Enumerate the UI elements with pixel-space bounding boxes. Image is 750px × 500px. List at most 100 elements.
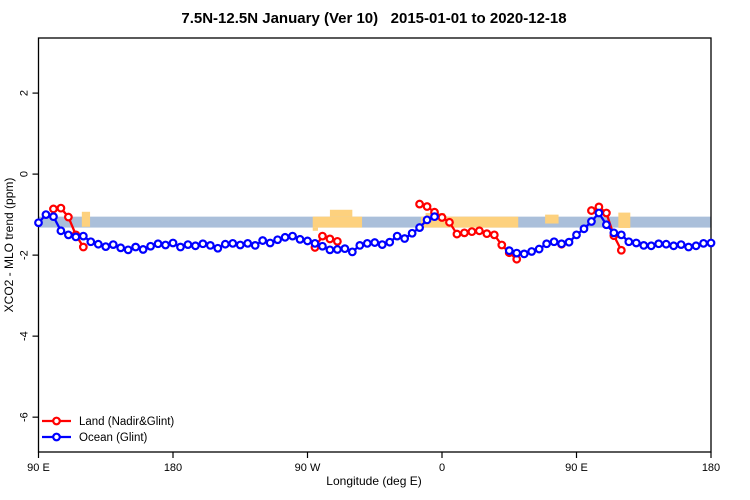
data-point bbox=[93, 239, 103, 249]
data-point bbox=[579, 224, 589, 234]
data-point bbox=[684, 242, 693, 252]
data-point bbox=[220, 239, 230, 249]
data-point bbox=[587, 206, 596, 215]
data-point bbox=[243, 238, 253, 248]
data-point bbox=[474, 226, 484, 236]
map-band-land-segment bbox=[329, 209, 353, 217]
data-point bbox=[235, 240, 245, 250]
data-point bbox=[504, 246, 514, 256]
data-point bbox=[273, 235, 283, 245]
data-point bbox=[362, 238, 372, 248]
data-point bbox=[534, 244, 544, 254]
data-point bbox=[138, 245, 148, 254]
data-point bbox=[616, 245, 626, 255]
legend-item-label: Land (Nadir&Glint) bbox=[79, 416, 174, 428]
data-point bbox=[377, 240, 387, 249]
data-point bbox=[205, 241, 215, 250]
y-axis: 2 0 -2 -4 -6 bbox=[19, 90, 39, 422]
data-point bbox=[616, 230, 626, 240]
data-point bbox=[325, 234, 335, 244]
data-point bbox=[422, 215, 432, 225]
plot-area: 90 E 180 90 W 0 90 E 180 2 0 -2 -4 -6 bbox=[19, 37, 720, 474]
legend-item: Ocean (Glint) bbox=[42, 432, 148, 444]
data-point bbox=[422, 202, 432, 211]
data-point bbox=[41, 210, 51, 220]
x-tick-label: 180 bbox=[164, 462, 182, 474]
y-tick-label: -4 bbox=[19, 331, 31, 341]
map-band-land-segment bbox=[312, 216, 363, 228]
legend-circle-icon bbox=[52, 416, 61, 426]
data-point bbox=[601, 208, 611, 218]
data-point bbox=[332, 245, 342, 254]
data-point bbox=[131, 242, 141, 252]
map-band-land-segment bbox=[545, 214, 559, 224]
y-axis-title: XCO2 - MLO trend (ppm) bbox=[2, 178, 16, 313]
data-point bbox=[168, 238, 178, 248]
data-point bbox=[549, 237, 559, 247]
data-point bbox=[183, 240, 193, 249]
y-tick-label: -2 bbox=[19, 250, 31, 260]
data-point bbox=[370, 238, 380, 247]
data-point bbox=[646, 241, 656, 251]
data-point bbox=[347, 247, 357, 257]
data-point bbox=[49, 212, 58, 222]
data-point bbox=[706, 238, 716, 248]
data-point bbox=[265, 238, 275, 248]
data-point bbox=[661, 239, 671, 249]
data-point bbox=[101, 242, 111, 252]
data-point bbox=[392, 231, 402, 241]
data-point bbox=[527, 247, 537, 256]
x-tick-label: 90 W bbox=[295, 462, 321, 474]
data-point bbox=[191, 241, 200, 251]
x-tick-label: 180 bbox=[702, 462, 720, 474]
data-point bbox=[489, 230, 499, 240]
data-point bbox=[116, 243, 126, 253]
data-point bbox=[63, 230, 73, 240]
data-point bbox=[108, 240, 118, 249]
data-point bbox=[430, 212, 439, 222]
data-point bbox=[512, 248, 522, 258]
data-point bbox=[699, 238, 708, 248]
data-point bbox=[146, 241, 155, 251]
data-point bbox=[63, 212, 73, 222]
map-band-land-segment bbox=[81, 211, 91, 227]
data-point bbox=[564, 237, 574, 247]
data-point bbox=[49, 204, 58, 214]
map-band-land-segment bbox=[312, 227, 318, 231]
series-ocean bbox=[34, 208, 716, 259]
data-point bbox=[609, 228, 619, 238]
data-point bbox=[78, 242, 88, 252]
data-point bbox=[325, 245, 335, 255]
data-point bbox=[123, 245, 133, 255]
data-point bbox=[310, 238, 320, 248]
data-point bbox=[295, 234, 305, 244]
data-point bbox=[445, 217, 454, 227]
data-point bbox=[482, 229, 492, 239]
data-point bbox=[437, 213, 447, 222]
data-point bbox=[415, 223, 424, 232]
data-point bbox=[631, 238, 641, 248]
x-axis: 90 E 180 90 W 0 90 E 180 bbox=[27, 452, 720, 474]
data-point bbox=[639, 241, 649, 250]
data-point bbox=[86, 237, 96, 247]
data-point bbox=[303, 236, 312, 246]
data-point bbox=[56, 203, 66, 213]
data-point bbox=[669, 241, 679, 251]
data-point bbox=[258, 236, 268, 245]
chart-title: 7.5N-12.5N January (Ver 10) 2015-01-01 t… bbox=[181, 10, 566, 27]
data-point bbox=[594, 208, 604, 218]
data-point bbox=[56, 226, 66, 236]
map-band-land-segment bbox=[618, 212, 631, 228]
chart-legend: Land (Nadir&Glint) Ocean (Glint) bbox=[42, 416, 174, 444]
data-point bbox=[34, 218, 43, 228]
data-point bbox=[415, 199, 424, 209]
data-point bbox=[497, 240, 507, 250]
data-point bbox=[213, 243, 223, 253]
data-point bbox=[587, 217, 596, 226]
data-point bbox=[519, 249, 529, 259]
x-tick-label: 0 bbox=[439, 462, 445, 474]
data-point bbox=[250, 241, 260, 250]
data-point bbox=[198, 239, 208, 249]
